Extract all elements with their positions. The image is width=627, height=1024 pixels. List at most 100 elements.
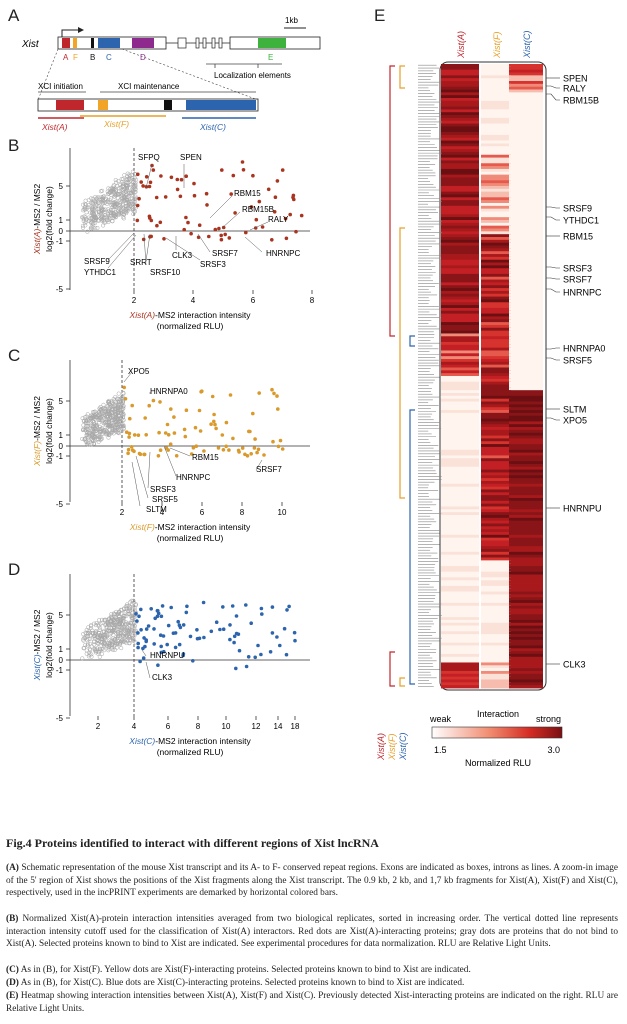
interactor-point [285, 608, 289, 612]
heatmap-cell [441, 347, 479, 351]
heatmap-cell [481, 435, 511, 439]
y-tick-label: -1 [56, 237, 64, 246]
interactor-point [191, 446, 196, 450]
interactor-point [178, 625, 183, 630]
heatmap-cell [481, 452, 511, 456]
non-interactor-point [91, 220, 96, 225]
protein-label: SLTM [146, 505, 167, 514]
interactor-point [143, 416, 147, 420]
heatmap-cell [509, 614, 543, 618]
interactor-point [278, 643, 282, 648]
interactor-point [158, 400, 162, 404]
heatmap-cell [509, 109, 543, 113]
heatmap-cell [441, 288, 479, 292]
non-interactor-point [123, 625, 128, 630]
interactor-point [148, 180, 153, 185]
heatmap-cell [441, 339, 479, 343]
non-interactor-point [88, 219, 93, 224]
protein-label: SRSF5 [152, 495, 178, 504]
heatmap-cell [481, 290, 511, 295]
heatmap-cell [509, 668, 543, 672]
heatmap-cell [441, 239, 479, 244]
non-interactor-point [114, 410, 119, 415]
heatmap-cell [441, 356, 479, 360]
non-interactor-point [111, 617, 117, 622]
heatmap-cell [441, 398, 479, 402]
heatmap-cell [441, 185, 479, 190]
heatmap-cell [441, 551, 479, 556]
label-leader [209, 195, 233, 219]
heatmap-cell [481, 549, 511, 553]
heatmap-cell [509, 625, 543, 629]
non-interactor-point [83, 198, 88, 203]
x-tick-label: 6 [166, 722, 171, 731]
heatmap-cell [509, 622, 543, 626]
non-interactor-point [97, 424, 103, 429]
heatmap-cell [509, 81, 543, 85]
non-interactor-point [126, 194, 131, 199]
repeat-d-box [132, 38, 154, 48]
heatmap-cell [481, 177, 511, 181]
y-axis-label: Xist(F)-MS2 / MS2 [32, 396, 42, 467]
non-interactor-point [86, 198, 91, 203]
label-leader [249, 221, 269, 231]
non-interactor-point [92, 410, 97, 415]
heatmap-cell [481, 469, 511, 473]
interactor-point [165, 642, 169, 647]
heatmap-cell [509, 248, 543, 252]
heatmap-cell [509, 517, 543, 522]
heatmap-cell [509, 512, 543, 516]
right-protein-label: RBM15 [563, 232, 593, 242]
non-interactor-point [84, 634, 89, 639]
non-interactor-point [126, 206, 131, 211]
non-interactor-point [101, 644, 107, 649]
heatmap-cell [441, 591, 479, 595]
heatmap-cell [509, 265, 543, 269]
non-interactor-point [105, 404, 110, 409]
non-interactor-point [132, 623, 137, 628]
heatmap-cell [481, 622, 511, 626]
non-interactor-point [119, 627, 124, 632]
heatmap-cell [481, 154, 511, 158]
non-interactor-point [103, 420, 108, 425]
heatmap-cell [441, 361, 479, 366]
caption-d-tag: (D) [6, 978, 19, 988]
non-interactor-point [101, 223, 106, 228]
heatmap-cell [441, 387, 479, 391]
heatmap-cell [509, 651, 543, 655]
non-interactor-point [91, 420, 96, 425]
heatmap-cell [509, 466, 543, 470]
heatmap-cell [481, 461, 511, 465]
heatmap-cell [509, 234, 543, 238]
heatmap-cell [481, 279, 511, 283]
non-interactor-point [96, 641, 101, 646]
interactor-point [291, 193, 296, 198]
heatmap-cell [509, 563, 543, 567]
repeat-d-letter: D [140, 53, 146, 62]
heatmap-cell [509, 288, 543, 292]
heatmap-cell [481, 248, 511, 252]
heatmap-cell [441, 197, 479, 201]
interactor-point [214, 620, 219, 624]
non-interactor-point [106, 219, 111, 225]
x-tick-label: 4 [191, 296, 196, 305]
heatmap-cell [481, 259, 511, 263]
caption-e: (E) Heatmap showing interaction intensit… [6, 990, 618, 1015]
heatmap-cell [481, 486, 511, 490]
non-interactor-point [109, 212, 114, 217]
y-tick-label: 5 [59, 397, 64, 406]
interactor-point [129, 445, 134, 449]
interactor-point [262, 453, 266, 457]
interactor-point [135, 203, 140, 208]
x-axis-label-secondary: (normalized RLU) [157, 747, 224, 757]
heatmap-cell [509, 168, 543, 173]
heatmap-cell [481, 86, 511, 90]
heatmap-cell [509, 123, 543, 127]
interactor-point [184, 174, 188, 178]
heatmap-cell [441, 117, 479, 122]
interactor-point [221, 605, 225, 609]
heatmap-cell [509, 293, 543, 297]
heatmap-cell [441, 540, 479, 544]
non-interactor-point [96, 641, 101, 646]
heatmap-cell [481, 69, 511, 73]
